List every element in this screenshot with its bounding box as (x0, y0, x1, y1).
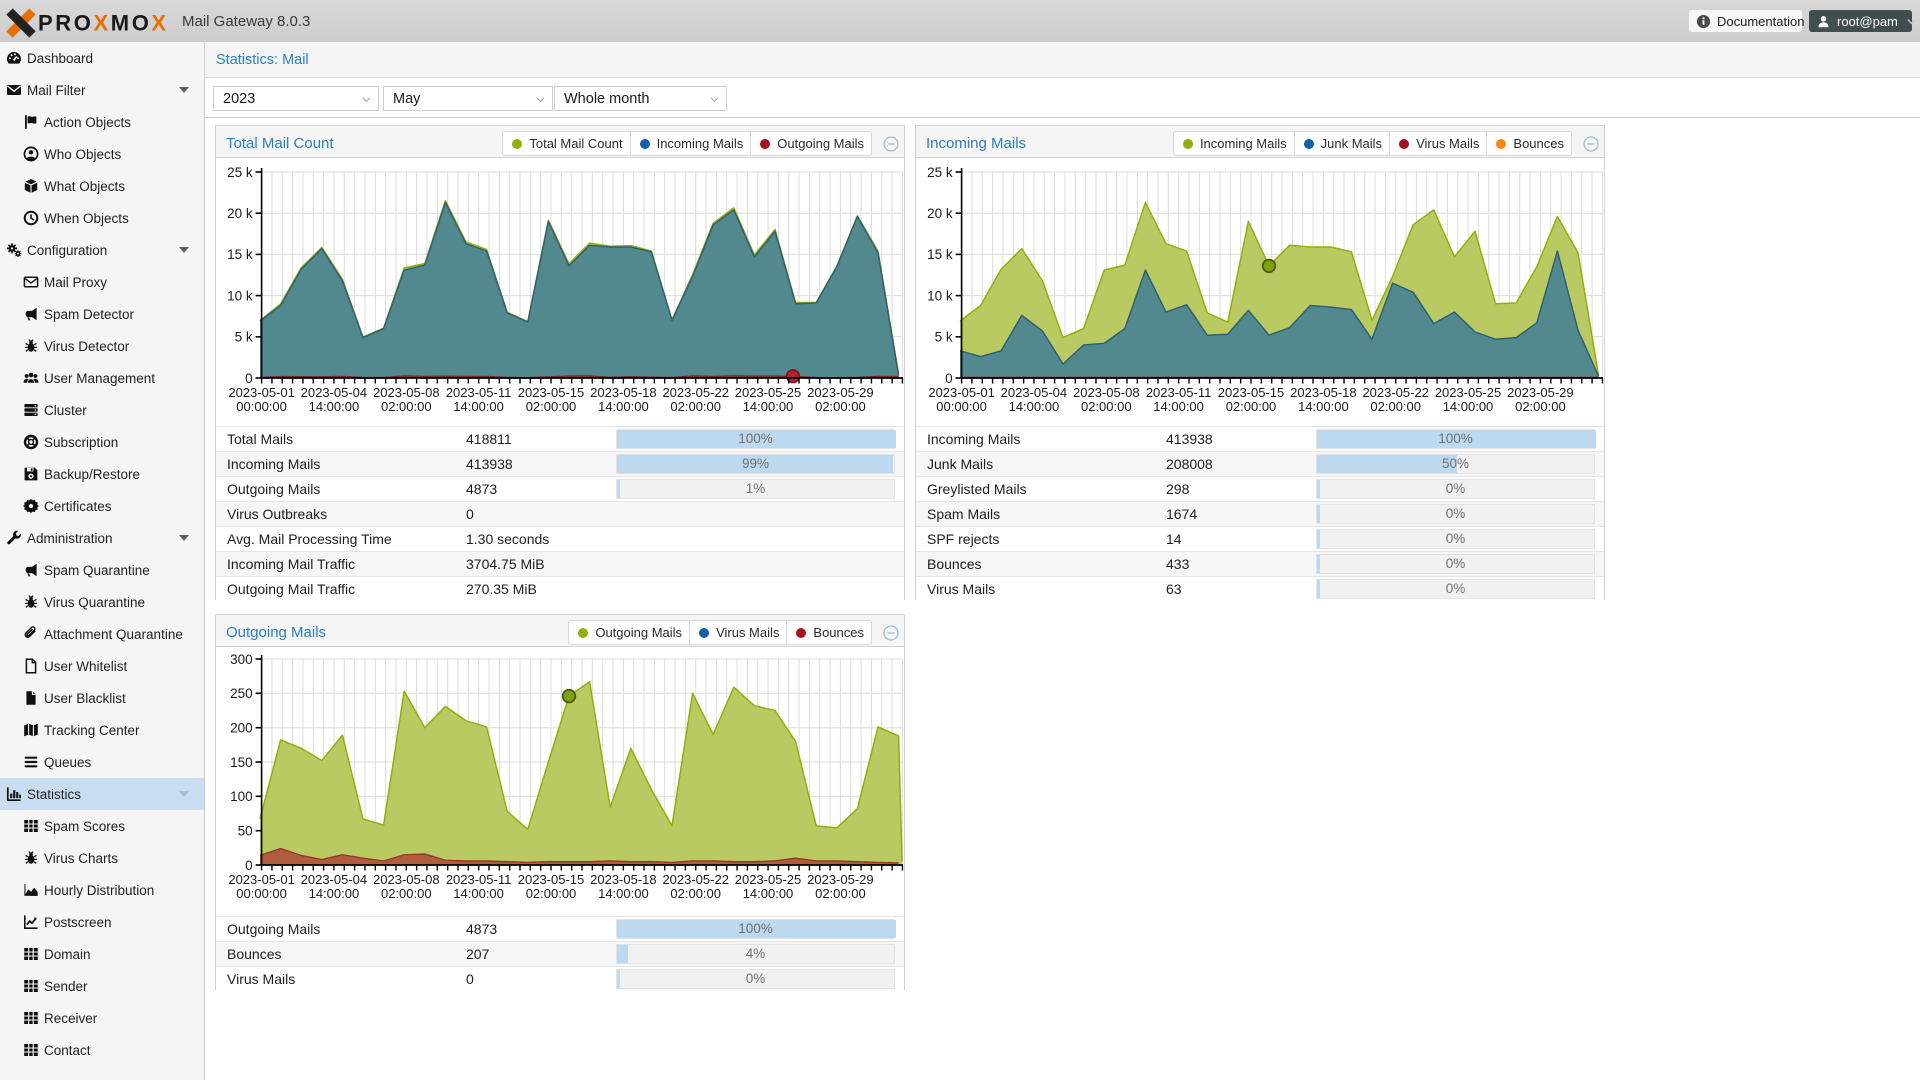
svg-text:2023-05-25: 2023-05-25 (1435, 385, 1502, 400)
svg-text:2023-05-01: 2023-05-01 (928, 385, 995, 400)
svg-text:10 k: 10 k (227, 288, 253, 303)
svg-text:15 k: 15 k (927, 247, 953, 262)
svg-text:2023-05-22: 2023-05-22 (662, 385, 729, 400)
svg-text:14:00:00: 14:00:00 (1443, 399, 1494, 414)
svg-text:2023-05-04: 2023-05-04 (301, 872, 368, 887)
svg-text:0: 0 (245, 858, 253, 873)
svg-text:02:00:00: 02:00:00 (1081, 399, 1132, 414)
svg-text:2023-05-29: 2023-05-29 (807, 872, 874, 887)
svg-text:100: 100 (230, 789, 253, 804)
svg-text:2023-05-18: 2023-05-18 (1290, 385, 1357, 400)
svg-text:02:00:00: 02:00:00 (526, 399, 577, 414)
svg-text:15 k: 15 k (227, 247, 253, 262)
svg-text:10 k: 10 k (927, 288, 953, 303)
svg-text:02:00:00: 02:00:00 (815, 886, 866, 901)
svg-text:2023-05-29: 2023-05-29 (1507, 385, 1574, 400)
svg-text:2023-05-15: 2023-05-15 (518, 872, 585, 887)
svg-text:02:00:00: 02:00:00 (1226, 399, 1277, 414)
svg-text:02:00:00: 02:00:00 (1515, 399, 1566, 414)
svg-text:02:00:00: 02:00:00 (670, 399, 721, 414)
svg-text:300: 300 (230, 652, 253, 667)
svg-text:02:00:00: 02:00:00 (670, 886, 721, 901)
svg-text:14:00:00: 14:00:00 (1153, 399, 1204, 414)
svg-text:2023-05-11: 2023-05-11 (446, 872, 512, 887)
svg-text:14:00:00: 14:00:00 (453, 886, 504, 901)
svg-text:2023-05-25: 2023-05-25 (735, 385, 802, 400)
svg-text:02:00:00: 02:00:00 (381, 886, 432, 901)
svg-text:2023-05-22: 2023-05-22 (662, 872, 729, 887)
svg-text:25 k: 25 k (227, 165, 253, 180)
svg-text:00:00:00: 00:00:00 (236, 399, 287, 414)
svg-text:25 k: 25 k (927, 165, 953, 180)
svg-text:50: 50 (238, 824, 253, 839)
svg-text:250: 250 (230, 686, 253, 701)
svg-text:5 k: 5 k (935, 330, 953, 345)
svg-text:14:00:00: 14:00:00 (309, 399, 360, 414)
svg-text:2023-05-11: 2023-05-11 (1146, 385, 1212, 400)
svg-text:5 k: 5 k (235, 330, 253, 345)
svg-text:2023-05-04: 2023-05-04 (1001, 385, 1068, 400)
svg-text:2023-05-01: 2023-05-01 (228, 872, 295, 887)
svg-text:02:00:00: 02:00:00 (381, 399, 432, 414)
svg-text:0: 0 (245, 371, 253, 386)
svg-text:00:00:00: 00:00:00 (236, 886, 287, 901)
svg-text:20 k: 20 k (927, 206, 953, 221)
svg-text:02:00:00: 02:00:00 (1370, 399, 1421, 414)
svg-text:2023-05-11: 2023-05-11 (446, 385, 512, 400)
svg-text:02:00:00: 02:00:00 (526, 886, 577, 901)
svg-text:00:00:00: 00:00:00 (936, 399, 987, 414)
svg-text:14:00:00: 14:00:00 (743, 886, 794, 901)
svg-text:02:00:00: 02:00:00 (815, 399, 866, 414)
svg-text:2023-05-04: 2023-05-04 (301, 385, 368, 400)
svg-text:20 k: 20 k (227, 206, 253, 221)
svg-text:14:00:00: 14:00:00 (453, 399, 504, 414)
svg-text:14:00:00: 14:00:00 (598, 886, 649, 901)
svg-text:0: 0 (945, 371, 953, 386)
svg-text:14:00:00: 14:00:00 (743, 399, 794, 414)
svg-text:14:00:00: 14:00:00 (598, 399, 649, 414)
svg-text:14:00:00: 14:00:00 (1009, 399, 1060, 414)
svg-text:2023-05-29: 2023-05-29 (807, 385, 874, 400)
svg-text:14:00:00: 14:00:00 (309, 886, 360, 901)
svg-text:2023-05-22: 2023-05-22 (1362, 385, 1429, 400)
svg-text:200: 200 (230, 721, 253, 736)
svg-text:2023-05-15: 2023-05-15 (518, 385, 585, 400)
svg-text:2023-05-01: 2023-05-01 (228, 385, 295, 400)
svg-text:2023-05-18: 2023-05-18 (590, 872, 657, 887)
svg-text:2023-05-08: 2023-05-08 (373, 872, 440, 887)
svg-text:2023-05-25: 2023-05-25 (735, 872, 802, 887)
svg-text:2023-05-08: 2023-05-08 (1073, 385, 1140, 400)
svg-text:2023-05-18: 2023-05-18 (590, 385, 657, 400)
svg-text:2023-05-08: 2023-05-08 (373, 385, 440, 400)
svg-text:2023-05-15: 2023-05-15 (1218, 385, 1285, 400)
svg-text:150: 150 (230, 755, 253, 770)
svg-text:14:00:00: 14:00:00 (1298, 399, 1349, 414)
svg-text:PROXMOX: PROXMOX (38, 11, 169, 36)
